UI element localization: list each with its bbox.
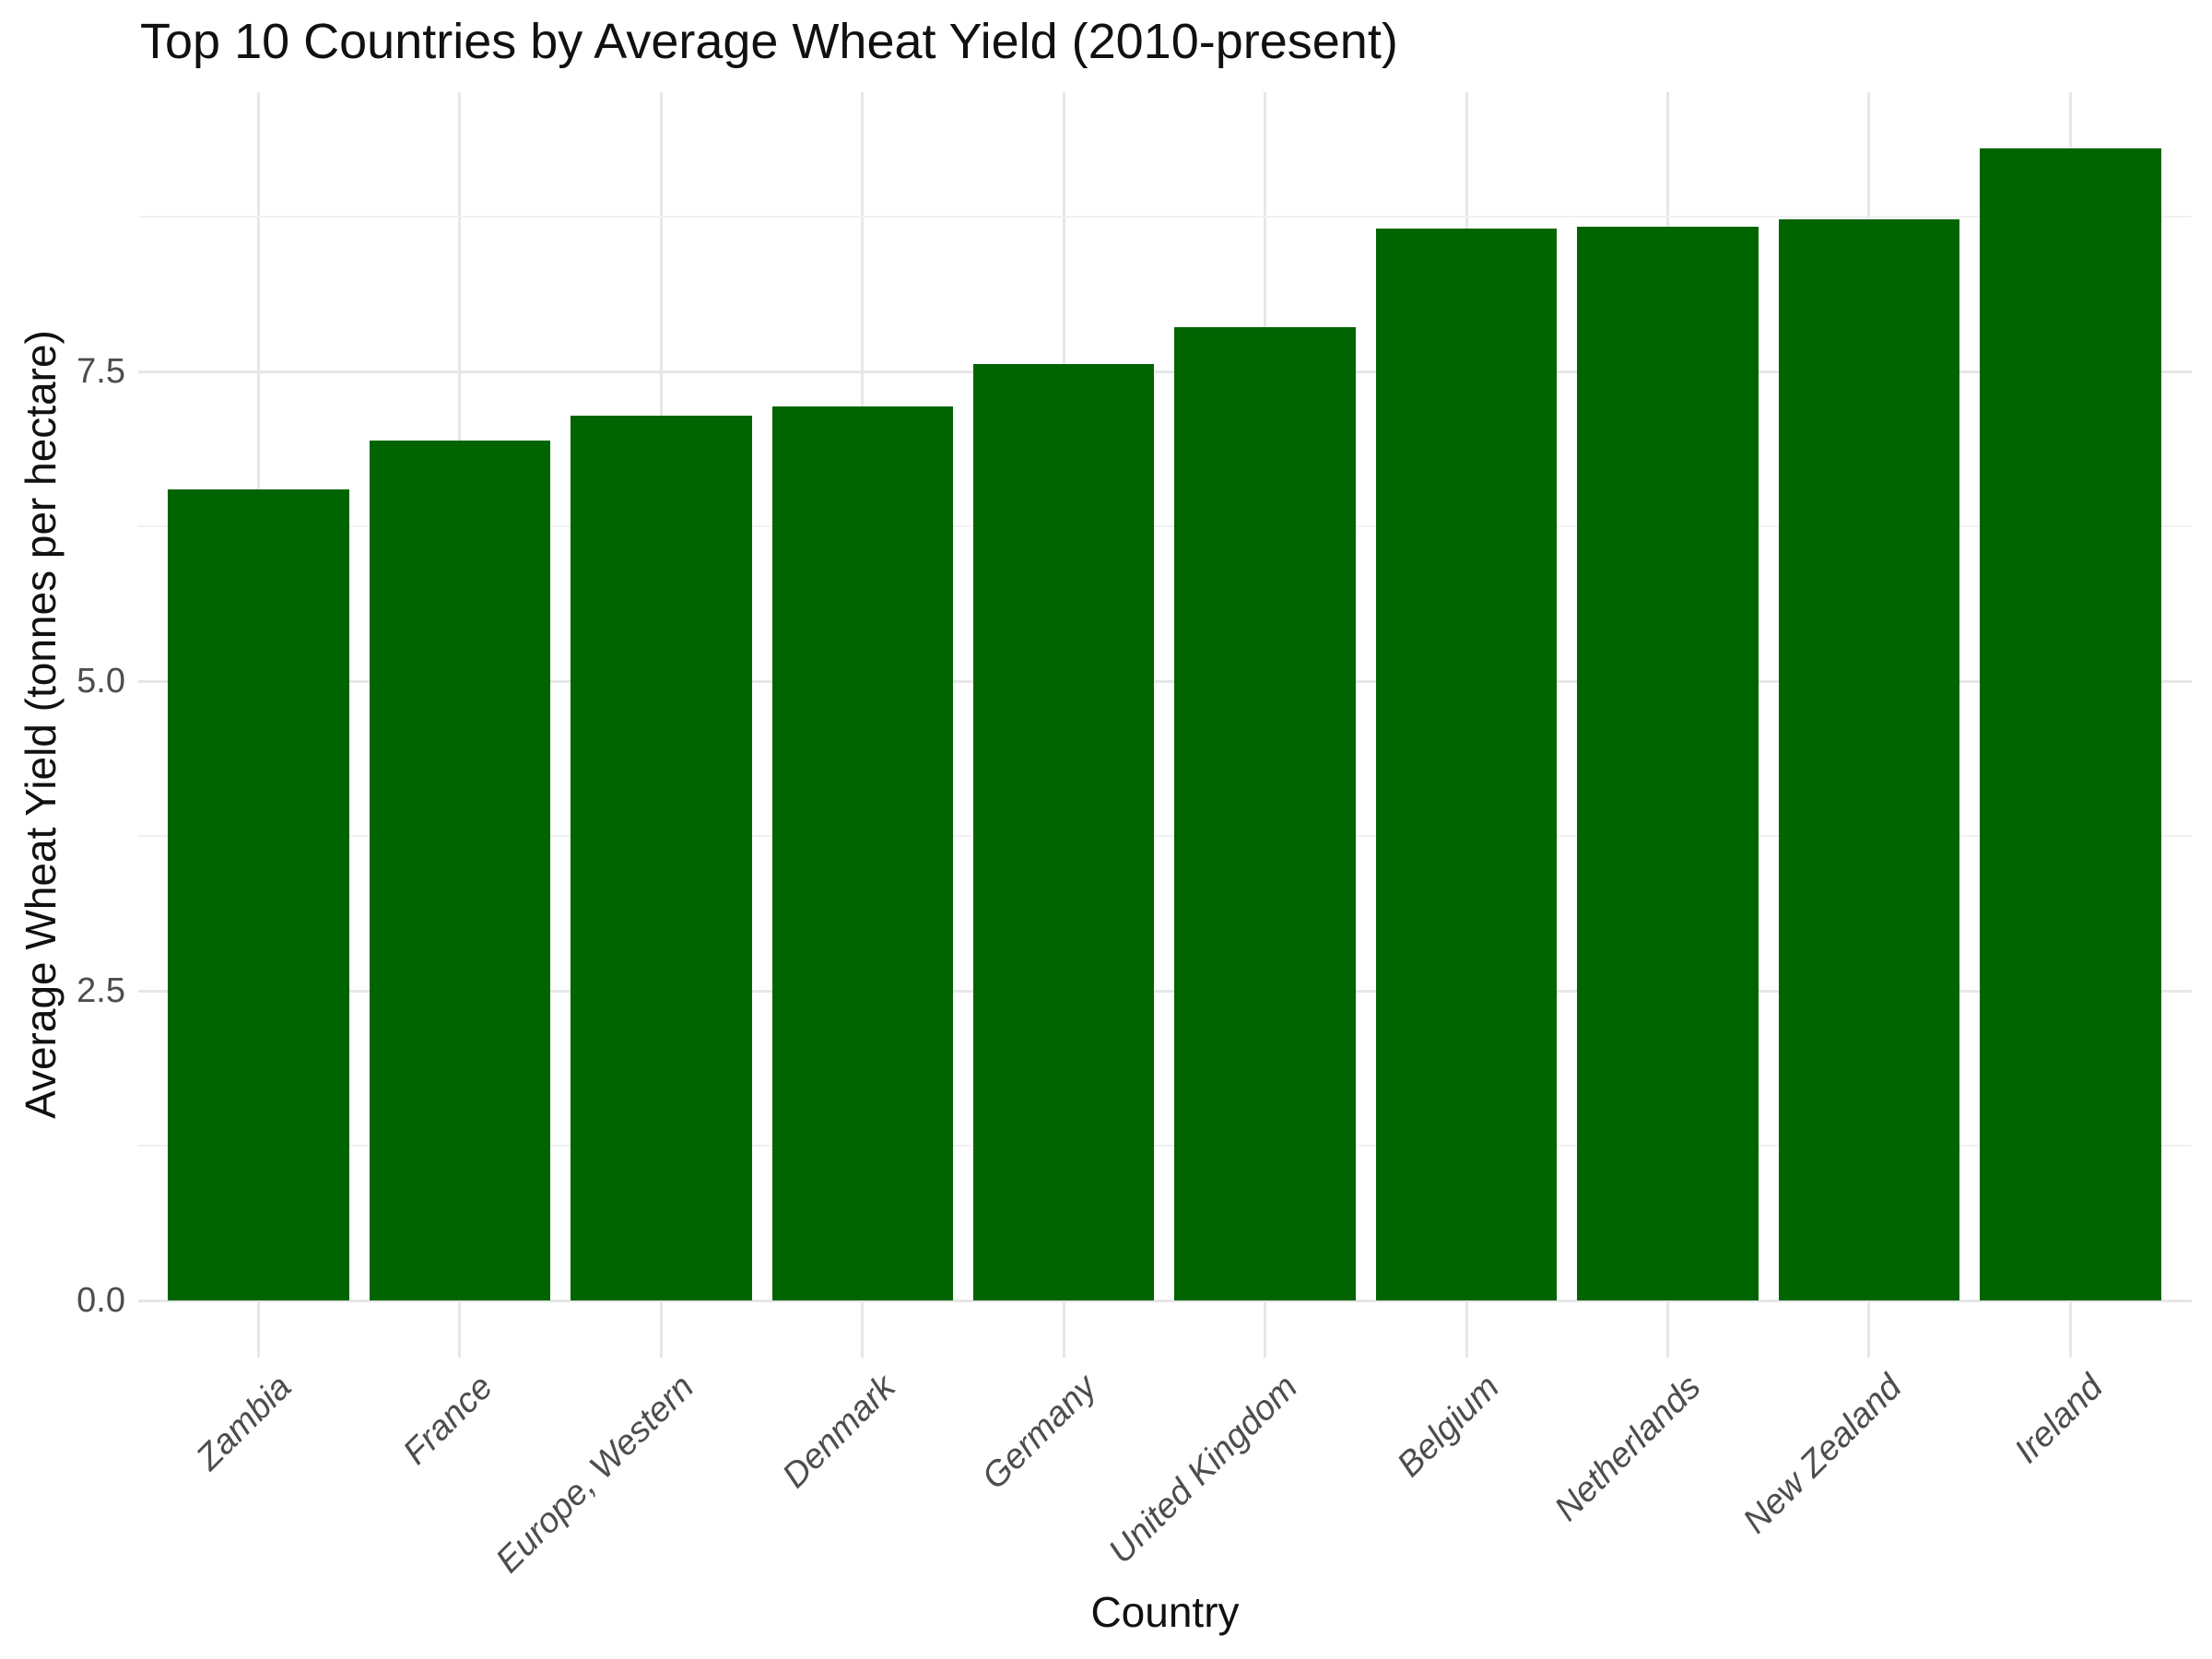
xtick-label-ireland: Ireland — [2007, 1368, 2111, 1471]
plot-panel — [138, 92, 2192, 1358]
xtick-label-denmark: Denmark — [774, 1368, 903, 1496]
bar-germany — [972, 363, 1155, 1300]
xtick-label-belgium: Belgium — [1389, 1368, 1507, 1485]
gridline-y-minor-6.25 — [138, 525, 2192, 527]
xtick-label-netherlands: Netherlands — [1547, 1368, 1709, 1529]
bar-denmark — [771, 406, 953, 1300]
x-axis-title: Country — [1090, 1588, 1240, 1636]
bar-new-zealand — [1778, 218, 1960, 1300]
xtick-label-new-zealand: New Zealand — [1735, 1368, 1910, 1542]
xtick-label-united-kingdom: United Kingdom — [1101, 1368, 1306, 1571]
bar-netherlands — [1577, 226, 1759, 1300]
xtick-label-france: France — [395, 1368, 500, 1473]
xtick-label-zambia: Zambia — [188, 1368, 300, 1478]
ytick-label-7.5: 7.5 — [76, 352, 125, 391]
gridline-y-5 — [138, 679, 2192, 683]
bar-zambia — [168, 488, 349, 1300]
gridline-y-minor-8.75 — [138, 216, 2192, 218]
ytick-label-5.0: 5.0 — [76, 662, 125, 700]
xtick-label-germany: Germany — [974, 1368, 1104, 1498]
bar-united-kingdom — [1174, 326, 1356, 1300]
chart-title: Top 10 Countries by Average Wheat Yield … — [140, 14, 1398, 69]
ytick-label-2.5: 2.5 — [76, 971, 125, 1010]
bar-france — [369, 441, 551, 1300]
bar-belgium — [1375, 229, 1558, 1300]
xtick-label-europe-western: Europe, Western — [488, 1368, 702, 1581]
gridline-y-minor-3.75 — [138, 835, 2192, 837]
bar-europe-western — [571, 416, 752, 1300]
gridline-y-7.5 — [138, 370, 2192, 373]
gridline-y-minor-1.25 — [138, 1145, 2192, 1147]
gridline-y-2.5 — [138, 989, 2192, 993]
gridline-y-0 — [138, 1299, 2192, 1302]
ytick-label-0.0: 0.0 — [76, 1281, 125, 1320]
bar-ireland — [1980, 148, 2161, 1300]
